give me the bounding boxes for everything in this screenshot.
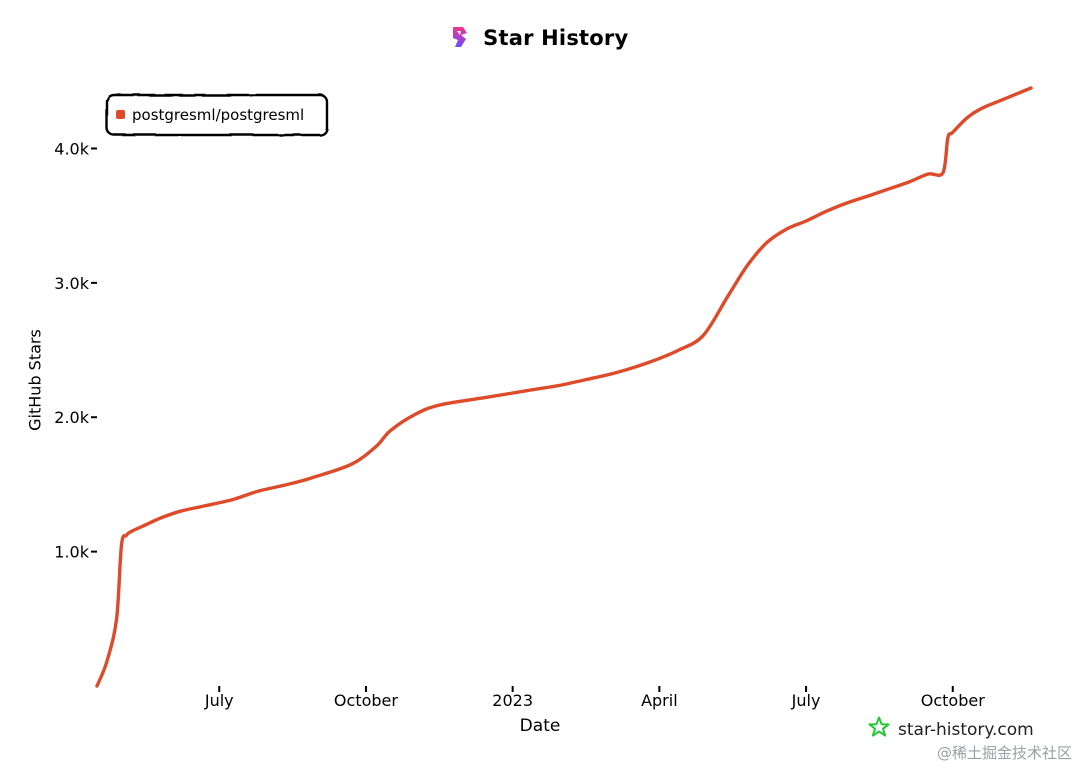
y-tick-label: 2.0k bbox=[54, 408, 89, 427]
x-tick-label: October bbox=[921, 691, 985, 710]
x-axis-title: Date bbox=[519, 716, 561, 736]
x-tick-label: July bbox=[791, 691, 821, 710]
site-url: star-history.com bbox=[898, 719, 1034, 740]
legend-swatch bbox=[116, 110, 125, 119]
y-tick-label: 4.0k bbox=[54, 139, 89, 158]
star-icon bbox=[868, 716, 890, 743]
x-ticks: July October 2023 April July October bbox=[204, 686, 985, 710]
x-tick-label: July bbox=[204, 691, 234, 710]
x-tick-label: 2023 bbox=[492, 691, 533, 710]
chart-title: Star History bbox=[0, 26, 1080, 53]
legend: postgresml/postgresml bbox=[105, 93, 329, 137]
juejin-watermark: @稀土掘金技术社区 bbox=[936, 744, 1072, 762]
y-axis-title: GitHub Stars bbox=[25, 329, 45, 431]
legend-label: postgresml/postgresml bbox=[132, 106, 304, 124]
series-line-postgresml bbox=[95, 86, 1033, 688]
legend-box bbox=[105, 93, 329, 137]
y-tick-label: 3.0k bbox=[54, 274, 89, 293]
chart-title-text: Star History bbox=[483, 26, 629, 50]
x-tick-label: April bbox=[641, 691, 678, 710]
y-tick-label: 1.0k bbox=[54, 543, 89, 562]
y-ticks: 1.0k 2.0k 3.0k 4.0k bbox=[54, 139, 97, 562]
site-watermark[interactable]: star-history.com bbox=[868, 716, 1034, 743]
star-history-logo-icon bbox=[452, 26, 468, 53]
x-tick-label: October bbox=[334, 691, 398, 710]
